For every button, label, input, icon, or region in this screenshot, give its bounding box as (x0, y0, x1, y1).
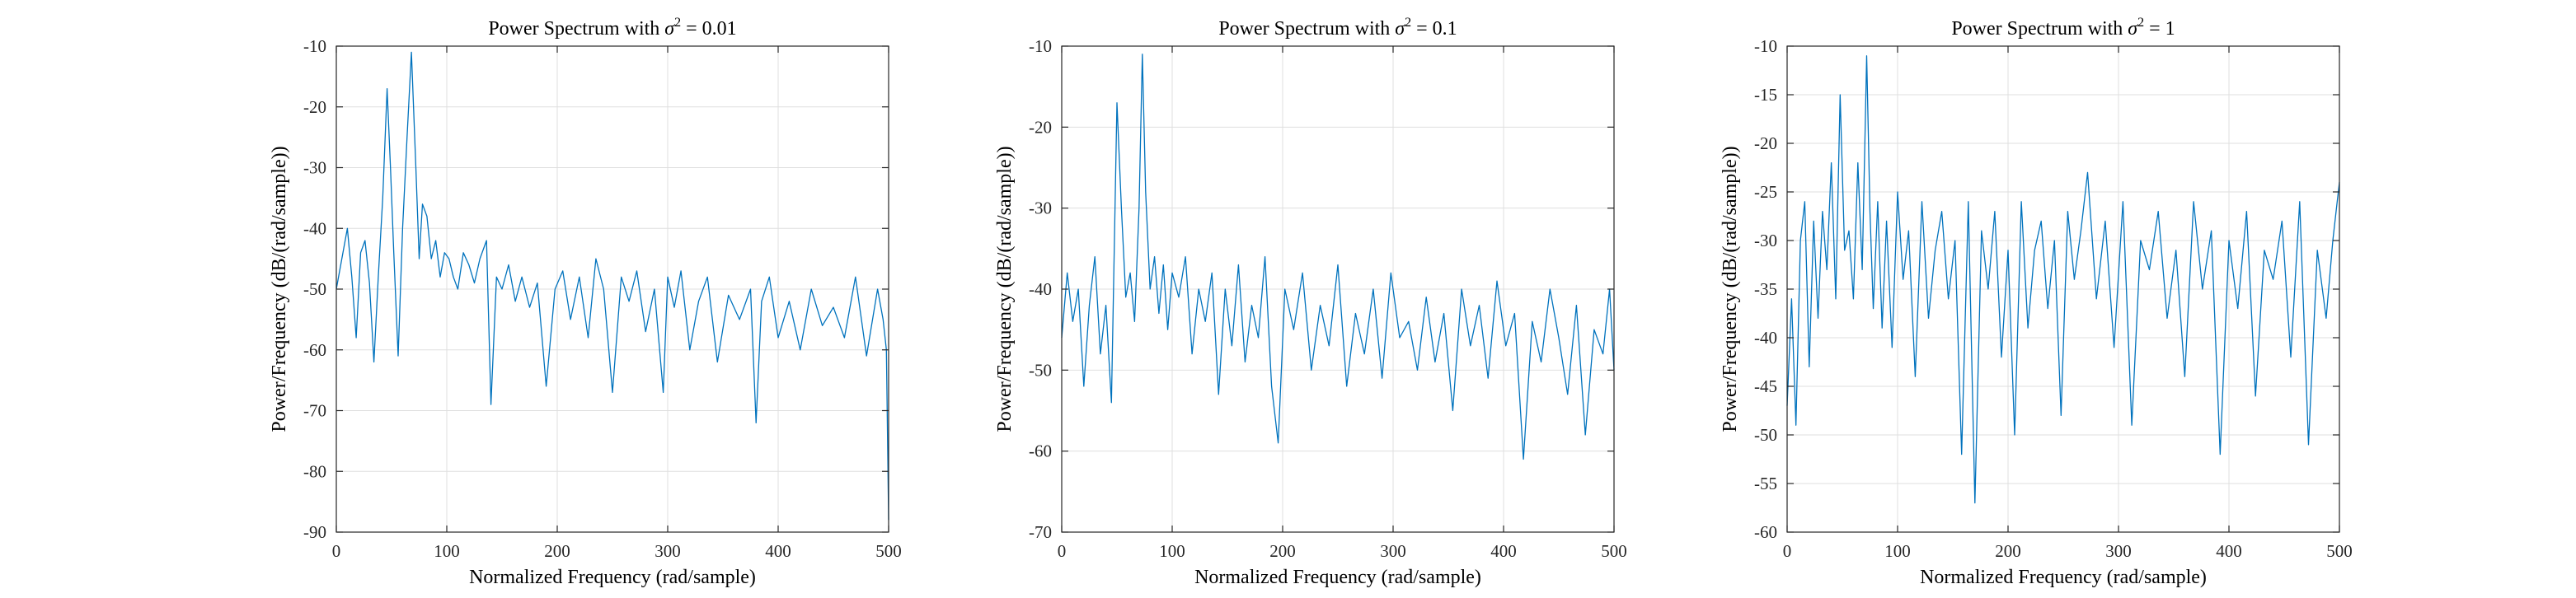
x-tick-label: 100 (1884, 541, 1911, 561)
y-tick-label: -30 (1754, 231, 1777, 250)
title-symbol: σ (664, 18, 675, 40)
x-tick-label: 0 (1783, 541, 1792, 561)
y-tick-label: -55 (1754, 474, 1777, 493)
title-exponent: 2 (1405, 16, 1411, 30)
title-prefix: Power Spectrum with (488, 18, 664, 40)
y-tick-label: -50 (303, 279, 326, 299)
x-axis-label: Normalized Frequency (rad/sample) (469, 567, 756, 588)
title-symbol: σ (1395, 18, 1405, 40)
series-line (1061, 54, 1615, 460)
title-prefix: Power Spectrum with (1218, 18, 1395, 40)
x-tick-label: 400 (1490, 541, 1517, 561)
y-tick-label: -90 (303, 522, 326, 542)
x-tick-label: 300 (1380, 541, 1406, 561)
y-tick-label: -40 (1754, 328, 1777, 348)
y-tick-label: -25 (1754, 182, 1777, 202)
y-tick-label: -30 (303, 158, 326, 178)
y-tick-label: -10 (303, 36, 326, 56)
y-axis-label: Power/Frequency (dB/(rad/sample)) (994, 146, 1016, 432)
x-tick-label: 100 (1159, 541, 1185, 561)
title-suffix: = 0.01 (681, 18, 737, 40)
y-tick-label: -70 (303, 401, 326, 421)
x-tick-label: 100 (434, 541, 460, 561)
title-suffix: = 0.1 (1411, 18, 1457, 40)
chart-panel-2: 0 100 200 300 400 500 -70 -60 -50 -40 -30 -20 -10 Pow… (994, 16, 1627, 588)
x-tick-label: 300 (655, 541, 681, 561)
x-tick-label: 0 (1058, 541, 1067, 561)
x-tick-label: 400 (765, 541, 791, 561)
y-tick-label: -30 (1029, 199, 1052, 218)
y-tick-label: -20 (303, 97, 326, 117)
y-tick-label: -20 (1754, 133, 1777, 153)
y-tick-label: -45 (1754, 376, 1777, 396)
x-tick-label: 400 (2216, 541, 2242, 561)
x-tick-label: 300 (2105, 541, 2132, 561)
chart-title: Power Spectrum with σ2 = 0.01 (488, 16, 736, 40)
y-tick-label: -50 (1754, 425, 1777, 445)
title-symbol: σ (2128, 18, 2138, 40)
x-tick-label: 200 (1269, 541, 1296, 561)
y-tick-label: -15 (1754, 85, 1777, 105)
y-axis-label: Power/Frequency (dB/(rad/sample)) (269, 146, 290, 432)
y-axis-label: Power/Frequency (dB/(rad/sample)) (1720, 146, 1741, 432)
y-tick-label: -80 (303, 461, 326, 481)
x-axis-label: Normalized Frequency (rad/sample) (1920, 567, 2207, 588)
series-line (335, 51, 889, 521)
x-tick-label: 200 (1995, 541, 2021, 561)
chart-panel-3: 0 100 200 300 400 500 -60 -55 -50 -45 -40 -35 -30 -25… (1720, 16, 2353, 588)
y-tick-label: -20 (1029, 117, 1052, 137)
y-tick-label: -10 (1029, 36, 1052, 56)
x-axis-label: Normalized Frequency (rad/sample) (1194, 567, 1481, 588)
title-prefix: Power Spectrum with (1951, 18, 2128, 40)
series-line (1786, 55, 2340, 504)
x-tick-label: 200 (544, 541, 570, 561)
y-tick-label: -60 (303, 340, 326, 360)
title-suffix: = 1 (2144, 18, 2175, 40)
y-tick-label: -70 (1029, 522, 1052, 542)
y-tick-label: -10 (1754, 36, 1777, 56)
x-tick-label: 500 (2326, 541, 2353, 561)
y-tick-label: -50 (1029, 360, 1052, 380)
x-tick-label: 500 (1601, 541, 1627, 561)
x-tick-label: 500 (875, 541, 902, 561)
chart-panel-1: 0 100 200 300 400 500 -90 -80 -70 -60 -50 -40 -30 -20… (269, 16, 902, 588)
y-tick-label: -60 (1754, 522, 1777, 542)
title-exponent: 2 (2137, 16, 2144, 30)
y-tick-label: -35 (1754, 279, 1777, 299)
y-tick-label: -40 (1029, 279, 1052, 299)
chart-title: Power Spectrum with σ2 = 1 (1951, 16, 2175, 40)
y-tick-label: -40 (303, 218, 326, 238)
y-tick-label: -60 (1029, 441, 1052, 461)
title-exponent: 2 (674, 16, 681, 30)
x-tick-label: 0 (332, 541, 341, 561)
chart-title: Power Spectrum with σ2 = 0.1 (1218, 16, 1457, 40)
